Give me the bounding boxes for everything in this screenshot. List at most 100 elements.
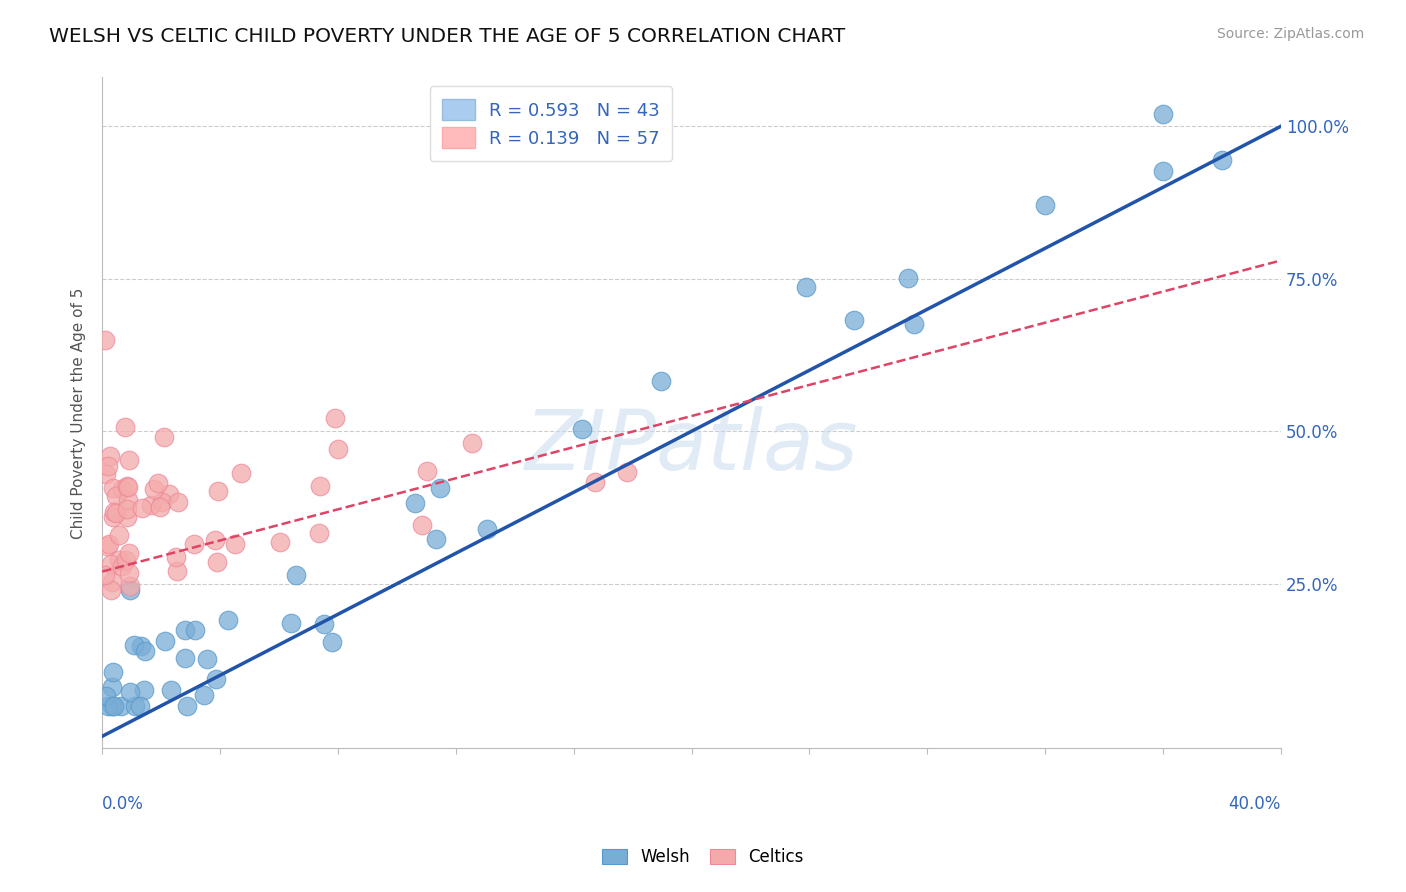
Point [285,567,308,582]
Point [117,492,139,507]
Point [195,652,218,666]
Point [108,527,131,541]
Point [101,510,124,524]
Point [131,500,153,515]
Point [149,500,172,514]
Point [153,633,176,648]
Point [103,698,125,713]
Point [425,533,447,547]
Point [111,482,134,496]
Point [903,317,925,331]
Point [204,533,226,548]
Point [100,557,122,571]
Point [897,271,920,285]
Point [416,465,439,479]
Point [166,565,188,579]
Point [323,410,346,425]
Point [404,496,426,510]
Point [115,510,138,524]
Y-axis label: Child Poverty Under the Age of 5: Child Poverty Under the Age of 5 [72,287,86,539]
Point [118,582,141,597]
Point [157,486,180,500]
Point [193,688,215,702]
Point [796,279,818,293]
Point [150,495,173,509]
Point [100,698,122,713]
Point [110,698,132,713]
Text: 40.0%: 40.0% [1229,796,1281,814]
Point [1211,153,1233,167]
Point [174,623,197,637]
Point [166,495,188,509]
Point [184,623,207,637]
Point [118,579,141,593]
Point [118,566,141,580]
Point [105,507,128,521]
Point [98,449,121,463]
Legend: Welsh, Celtics: Welsh, Celtics [596,842,810,873]
Point [583,475,606,490]
Point [269,535,291,549]
Point [460,436,482,450]
Point [280,615,302,630]
Point [118,546,141,560]
Point [842,312,865,326]
Point [165,549,187,564]
Point [107,553,129,567]
Point [141,498,163,512]
Point [105,489,128,503]
Point [308,525,330,540]
Point [217,613,239,627]
Point [314,616,336,631]
Point [477,522,499,536]
Point [115,478,138,492]
Point [98,536,121,550]
Point [326,442,349,456]
Point [100,583,122,598]
Point [115,552,138,566]
Point [94,689,117,703]
Point [94,568,117,582]
Point [205,672,228,686]
Point [309,478,332,492]
Point [94,467,117,481]
Point [134,682,156,697]
Point [103,481,125,495]
Point [129,639,152,653]
Point [100,574,122,589]
Text: WELSH VS CELTIC CHILD POVERTY UNDER THE AGE OF 5 CORRELATION CHART: WELSH VS CELTIC CHILD POVERTY UNDER THE … [49,27,845,45]
Point [96,540,118,554]
Point [128,698,150,713]
Text: ZIPatlas: ZIPatlas [524,406,859,487]
Point [205,555,228,569]
Point [321,635,343,649]
Point [650,374,672,388]
Point [97,459,120,474]
Legend: R = 0.593   N = 43, R = 0.139   N = 57: R = 0.593 N = 43, R = 0.139 N = 57 [429,87,672,161]
Point [1152,107,1174,121]
Point [176,698,198,713]
Point [115,502,138,516]
Point [616,465,638,479]
Point [101,665,124,679]
Point [411,517,433,532]
Point [231,467,253,481]
Point [183,537,205,551]
Text: Source: ZipAtlas.com: Source: ZipAtlas.com [1216,27,1364,41]
Point [103,505,125,519]
Point [571,421,593,435]
Point [94,333,117,347]
Point [134,644,156,658]
Point [118,684,141,698]
Point [148,476,170,491]
Point [96,698,118,713]
Point [153,430,176,444]
Point [429,481,451,495]
Point [118,453,141,467]
Point [207,483,229,498]
Point [142,483,165,497]
Point [124,698,146,713]
Point [114,420,136,434]
Point [224,537,246,551]
Point [100,680,122,694]
